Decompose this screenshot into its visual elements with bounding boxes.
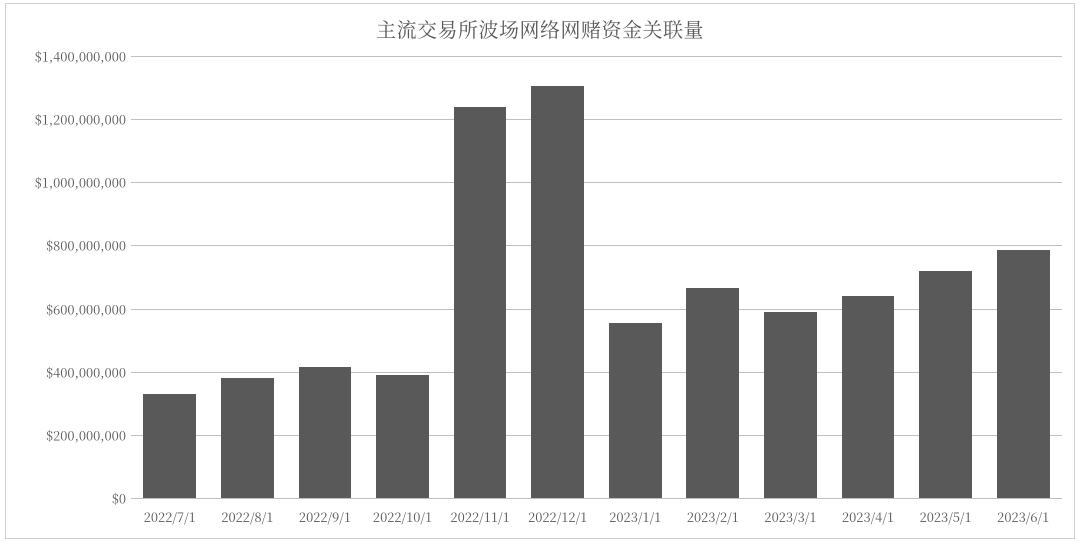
bars-layer	[131, 56, 1062, 498]
chart-container: 主流交易所波场网络网赌资金关联量 $0 $200,000,000 $400,000,…	[5, 3, 1075, 539]
y-tick-label: $200,000,000	[46, 425, 126, 444]
bar	[764, 312, 817, 498]
x-tick-label: 2023/4/1	[842, 507, 894, 526]
bar	[531, 86, 584, 498]
bar	[842, 296, 895, 498]
x-axis-labels: 2022/7/1 2022/8/1 2022/9/1 2022/10/1 2022/11…	[131, 506, 1062, 526]
y-tick-label: $1,000,000,000	[35, 173, 126, 192]
y-tick-label: $0	[112, 489, 126, 508]
y-tick-label: $1,200,000,000	[35, 110, 126, 129]
chart-title: 主流交易所波场网络网赌资金关联量	[6, 14, 1074, 43]
x-tick-label: 2022/10/1	[373, 507, 432, 526]
y-tick-label: $400,000,000	[46, 362, 126, 381]
y-tick-label: $800,000,000	[46, 236, 126, 255]
x-tick-label: 2023/3/1	[764, 507, 816, 526]
y-tick-label: $600,000,000	[46, 299, 126, 318]
bar	[221, 378, 274, 498]
gridline	[131, 498, 1062, 499]
x-tick-label: 2023/1/1	[609, 507, 661, 526]
x-tick-label: 2023/5/1	[920, 507, 972, 526]
y-tick-label: $1,400,000,000	[35, 47, 126, 66]
bar	[376, 375, 429, 498]
x-tick-label: 2023/2/1	[687, 507, 739, 526]
bar	[997, 250, 1050, 498]
x-tick-label: 2022/11/1	[451, 507, 510, 526]
x-tick-label: 2022/7/1	[144, 507, 196, 526]
bar	[143, 394, 196, 498]
bar	[609, 323, 662, 498]
bar	[686, 288, 739, 498]
x-tick-label: 2022/12/1	[528, 507, 587, 526]
bar	[299, 367, 352, 498]
x-tick-label: 2022/8/1	[221, 507, 273, 526]
y-axis-labels: $0$200,000,000$400,000,000$600,000,000$8…	[6, 56, 126, 498]
x-tick-label: 2023/6/1	[997, 507, 1049, 526]
bar	[919, 271, 972, 498]
bar	[454, 107, 507, 498]
x-tick-label: 2022/9/1	[299, 507, 351, 526]
plot-area	[131, 56, 1062, 498]
